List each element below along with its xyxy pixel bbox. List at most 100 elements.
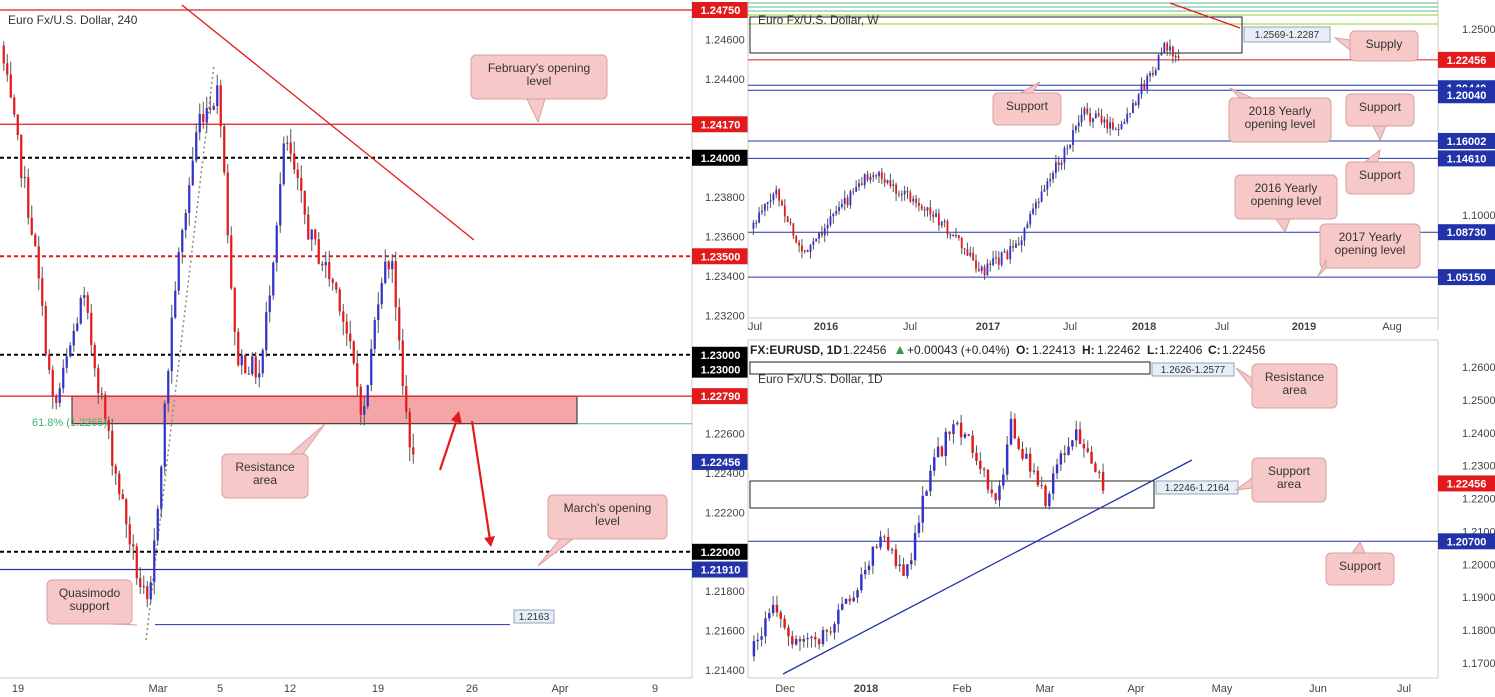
candle-body (1086, 448, 1089, 452)
candle-body (920, 205, 923, 210)
candle-body (846, 197, 849, 206)
candle-body (307, 214, 310, 240)
candle-body (979, 460, 982, 470)
candle (349, 320, 352, 350)
x-tick-w: Jul (748, 321, 762, 333)
candle (895, 182, 898, 202)
x-tick-d: Jul (1397, 683, 1411, 695)
callout-2018-open-box (1228, 97, 1332, 143)
candle-body (2, 45, 5, 64)
candle (1023, 227, 1026, 246)
candle (952, 419, 955, 444)
candle-body (1157, 55, 1160, 71)
candle (1036, 466, 1040, 488)
candle-body (321, 263, 324, 266)
candle-body (363, 406, 366, 415)
candle-body (923, 209, 926, 211)
price-tag-w-1.22456: 1.22456 (1447, 55, 1487, 67)
candle-body (867, 565, 871, 570)
panel-240-bg (0, 0, 692, 678)
candle-body (1015, 243, 1017, 248)
callout-support-w1-text: Support (1006, 99, 1049, 113)
candle (394, 251, 397, 321)
candle-body (972, 252, 975, 261)
candle-body (912, 198, 915, 202)
candle (1140, 77, 1143, 99)
candle (933, 448, 936, 477)
candle-body (763, 203, 766, 211)
candle (1005, 436, 1009, 481)
candle (975, 445, 978, 466)
candle-body (963, 434, 967, 438)
candle-body (929, 207, 932, 215)
candle (875, 543, 878, 549)
candle (883, 172, 886, 187)
candle (963, 248, 966, 256)
candle (1063, 445, 1066, 463)
candle (51, 365, 54, 409)
candle-body (967, 434, 971, 436)
candle (772, 192, 775, 205)
callout-support-w3: Support (1345, 148, 1415, 195)
candle (1154, 67, 1157, 76)
y-tick-240: 1.23200 (705, 310, 745, 322)
arrow-down-line (470, 420, 492, 541)
candle-body (766, 201, 769, 204)
candle-body (1109, 122, 1112, 129)
candle-body (16, 114, 19, 136)
candle-body (72, 330, 75, 346)
x-tick-d: Feb (953, 683, 972, 695)
candle (1057, 156, 1060, 172)
candle (254, 352, 257, 384)
y-tick-w: 1.25000 (1462, 24, 1495, 36)
candle (971, 430, 974, 459)
candle (48, 349, 51, 374)
support-label-d-bg (1155, 480, 1239, 495)
candle-body (1100, 115, 1103, 123)
callout-support-w1-pointer (1019, 81, 1041, 94)
candle-body (779, 612, 783, 619)
candle (812, 237, 815, 250)
candle (1077, 114, 1080, 133)
candle-body (909, 192, 912, 202)
panel-w-title: Euro Fx/U.S. Dollar, W (758, 13, 879, 27)
trendline-w (1169, 2, 1241, 29)
callout-supply-text: Supply (1366, 37, 1403, 51)
price-tag-1.24000-bg (692, 149, 749, 166)
candle (1066, 144, 1069, 155)
price-tag-1.22790-bg (692, 388, 749, 405)
candle-body (948, 431, 951, 435)
callout-2018-open-text: opening level (1245, 117, 1316, 131)
header-l: 1.22406 (1159, 343, 1203, 357)
candle (943, 218, 946, 228)
candle (806, 632, 809, 648)
candle (843, 190, 846, 211)
candle-body (163, 403, 166, 467)
candle (184, 209, 187, 239)
candle-body (829, 631, 832, 633)
callout-support-w2-text: Support (1359, 100, 1402, 114)
candle-body (910, 560, 913, 565)
candle (769, 193, 772, 208)
candle-body (1071, 440, 1074, 447)
candle (69, 342, 72, 358)
candle (1071, 439, 1074, 451)
candle-body (1160, 53, 1163, 56)
candle-body (188, 185, 191, 213)
y-tick-240: 1.22400 (705, 468, 745, 480)
candle-body (1021, 448, 1024, 459)
candle (915, 194, 917, 208)
arrow-down-head (484, 536, 495, 547)
candle-body (886, 180, 889, 183)
candle-body (789, 222, 792, 224)
candle (910, 552, 913, 570)
header-o-label: O: (1016, 343, 1029, 357)
candle (41, 266, 44, 317)
candle-body (1063, 453, 1066, 455)
candle (994, 492, 997, 504)
callout-2018-open-text: 2018 Yearly (1249, 104, 1312, 118)
candle (783, 199, 786, 223)
candle-body (314, 229, 317, 240)
y-tick-w: 1.10000 (1462, 210, 1495, 222)
candle-body (1003, 251, 1006, 253)
